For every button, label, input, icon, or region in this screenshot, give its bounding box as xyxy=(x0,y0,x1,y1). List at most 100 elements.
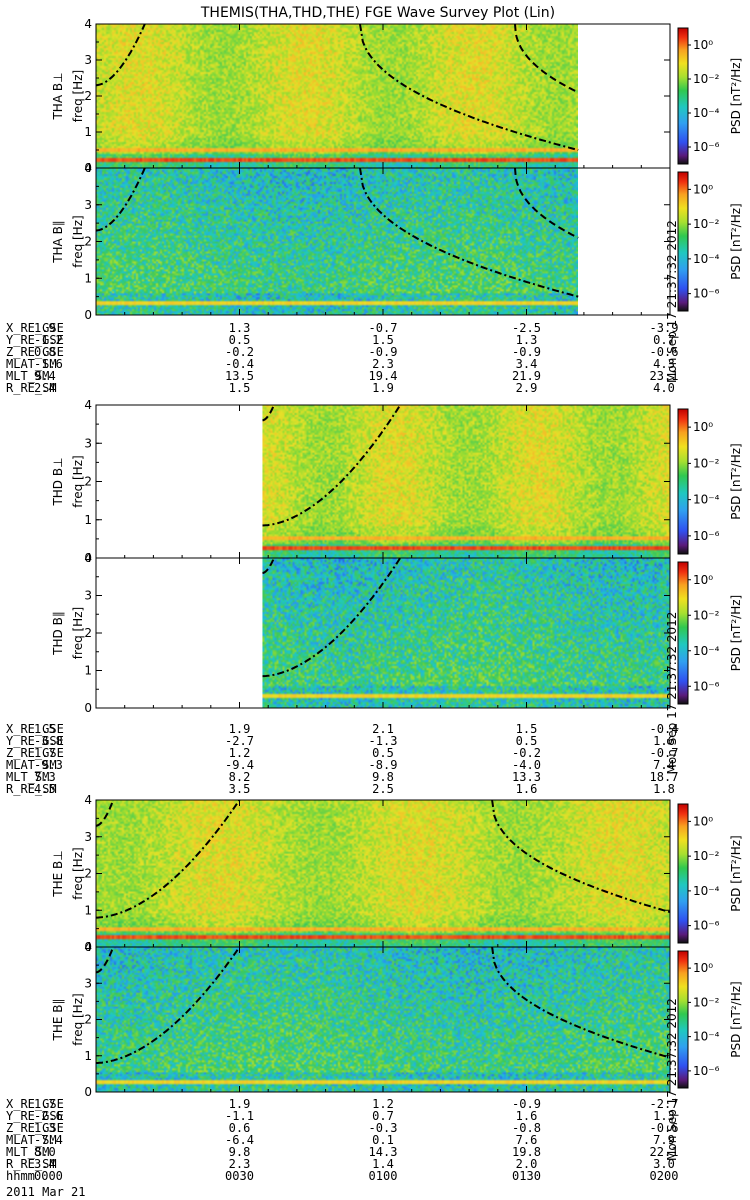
colorbar-label: PSD [nT²/Hz] xyxy=(729,203,743,279)
ephemeris-value: 0.5 xyxy=(229,333,251,347)
y-tick-label: 0 xyxy=(84,551,92,565)
y-axis-label: freq [Hz] xyxy=(71,215,85,267)
harmonic-curve xyxy=(96,800,241,919)
ephemeris-value: -0.9 xyxy=(512,1097,541,1111)
y-tick-label: 3 xyxy=(84,436,92,450)
ephemeris-value: 0.1 xyxy=(372,1133,394,1147)
colorbar-tick-label: 10⁻⁴ xyxy=(693,493,720,507)
ephemeris-value: 1.5 xyxy=(229,381,251,395)
y-tick-label: 4 xyxy=(84,551,92,565)
ephemeris-value: 1.6 xyxy=(653,734,675,748)
ephemeris-value: 23.1 xyxy=(650,369,679,383)
colorbar-tick-label: 10⁻² xyxy=(693,217,720,231)
ephemeris-row-name: Y_RE_GSE xyxy=(6,734,64,748)
y-axis-label: freq [Hz] xyxy=(71,455,85,507)
ephemeris-value: -0.4 xyxy=(225,357,254,371)
ephemeris-value: 14.3 xyxy=(369,1145,398,1159)
spectrogram-image xyxy=(96,800,670,947)
ephemeris-row-name: Z_RE_GSE xyxy=(6,746,64,760)
colorbar-tick-label: 10⁰ xyxy=(693,961,713,975)
ephemeris-value: 1.7 xyxy=(34,746,56,760)
panel-thd-bperp: 0 1 2 3 4 THD B⊥ freq [Hz] 10⁰ 10⁻² 10⁻⁴ 10⁻⁶ PSD [… xyxy=(51,398,743,565)
ephemeris-value: -6.4 xyxy=(225,1133,254,1147)
ephemeris-value: 0.5 xyxy=(516,734,538,748)
colorbar xyxy=(677,171,689,312)
ephemeris-value: 0130 xyxy=(512,1169,541,1183)
date-label: 2011 Mar 21 xyxy=(6,1185,85,1199)
y-tick-label: 3 xyxy=(84,976,92,990)
y-tick-label: 4 xyxy=(84,940,92,954)
ephemeris-row-name: X_RE_GSE xyxy=(6,1097,64,1111)
ephemeris-value: 1.9 xyxy=(229,722,251,736)
y-tick-label: 3 xyxy=(84,198,92,212)
ephemeris-value: 0.7 xyxy=(372,1109,394,1123)
y-tick-label: 3 xyxy=(84,589,92,603)
y-tick-label: 1 xyxy=(84,903,92,917)
colorbar-tick-label: 10⁻⁶ xyxy=(693,287,720,301)
harmonic-curve xyxy=(96,947,115,974)
ephemeris-value: 19.4 xyxy=(369,369,398,383)
colorbar-tick-label: 10⁰ xyxy=(693,573,713,587)
ephemeris-value: 7.3 xyxy=(34,770,56,784)
colorbar-label: PSD [nT²/Hz] xyxy=(729,595,743,671)
ephemeris-row-name: MLT_SM xyxy=(6,369,49,383)
ephemeris-value: 1.9 xyxy=(34,321,56,335)
ephemeris-value: 19.8 xyxy=(512,1145,541,1159)
harmonic-curve xyxy=(262,405,275,422)
ephemeris-value: -1.1 xyxy=(225,1109,254,1123)
ephemeris-value: 3.4 xyxy=(34,1157,56,1171)
ephemeris-value: -4.0 xyxy=(512,758,541,772)
panel-tha-bperp: 0 1 2 3 4 THA B⊥ freq [Hz] 10⁰ 10⁻² 10⁻⁴ 10⁻⁶ PSD [… xyxy=(51,17,743,175)
ephemeris-value: -0.4 xyxy=(650,722,679,736)
colorbar-tick-label: 10⁻⁶ xyxy=(693,919,720,933)
ephemeris-value: 3.4 xyxy=(516,357,538,371)
harmonic-curve xyxy=(262,405,402,527)
colorbar-tick-label: 10⁰ xyxy=(693,814,713,828)
ephemeris-value: 8.0 xyxy=(34,1145,56,1159)
ephemeris-value: -0.2 xyxy=(225,345,254,359)
colorbar-tick-label: 10⁻⁴ xyxy=(693,1030,720,1044)
colorbar-tick-label: 10⁻⁶ xyxy=(693,140,720,154)
ephemeris-row-name: R_RE_SM xyxy=(6,381,57,395)
colorbar-tick-label: 10⁰ xyxy=(693,38,713,52)
y-tick-label: 1 xyxy=(84,664,92,678)
ephemeris-value: -9.3 xyxy=(34,758,63,772)
ephemeris-value: -2.7 xyxy=(650,1097,679,1111)
y-tick-label: 4 xyxy=(84,161,92,175)
ephemeris-value: -8.9 xyxy=(369,758,398,772)
timestamp-stamp: Mon Sep 17 21:37:32 2012 xyxy=(665,612,679,775)
ephemeris-value: -9.4 xyxy=(225,758,254,772)
colorbar-tick-label: 10⁻⁴ xyxy=(693,884,720,898)
ephemeris-value: 9.4 xyxy=(34,369,56,383)
ephemeris-value: 4.3 xyxy=(653,357,675,371)
ephemeris-value: 9.8 xyxy=(229,1145,251,1159)
ephemeris-value: 1.3 xyxy=(516,333,538,347)
ephemeris-value: 18.7 xyxy=(650,770,679,784)
ephemeris-value: 1.5 xyxy=(516,722,538,736)
ephemeris-value: 0100 xyxy=(369,1169,398,1183)
timestamp-stamp: Mon Sep 17 21:37:32 2012 xyxy=(665,220,679,383)
ephemeris-value: 13.3 xyxy=(512,770,541,784)
colorbar-tick-label: 10⁻⁴ xyxy=(693,644,720,658)
y-axis-label: freq [Hz] xyxy=(71,847,85,899)
colorbar-tick-label: 10⁰ xyxy=(693,420,713,434)
ephemeris-value: 13.5 xyxy=(225,369,254,383)
ephemeris-value: -3.8 xyxy=(34,734,63,748)
ephemeris-value: 2.4 xyxy=(34,381,56,395)
colorbar-tick-label: 10⁻² xyxy=(693,456,720,470)
y-tick-label: 1 xyxy=(84,513,92,527)
ephemeris-row-name: Z_RE_GSE xyxy=(6,1121,64,1135)
ephemeris-value: 0.8 xyxy=(34,345,56,359)
ephemeris-value: 1.5 xyxy=(372,333,394,347)
ephemeris-row-name: MLT_SM xyxy=(6,1145,49,1159)
y-tick-label: 3 xyxy=(84,53,92,67)
ephemeris-value: -2.7 xyxy=(225,734,254,748)
colorbar-tick-label: 10⁻² xyxy=(693,608,720,622)
ephemeris-value: 3.5 xyxy=(229,782,251,796)
ephemeris-value: 1.5 xyxy=(34,722,56,736)
ephemeris-value: 1.8 xyxy=(653,782,675,796)
panel-label: THD B∥ xyxy=(51,611,65,656)
panel-tha-bpar: 0 1 2 3 4 THA B∥ freq [Hz] 10⁰ 10⁻² 10⁻⁴ 10⁻⁶ PSD [… xyxy=(51,161,743,383)
